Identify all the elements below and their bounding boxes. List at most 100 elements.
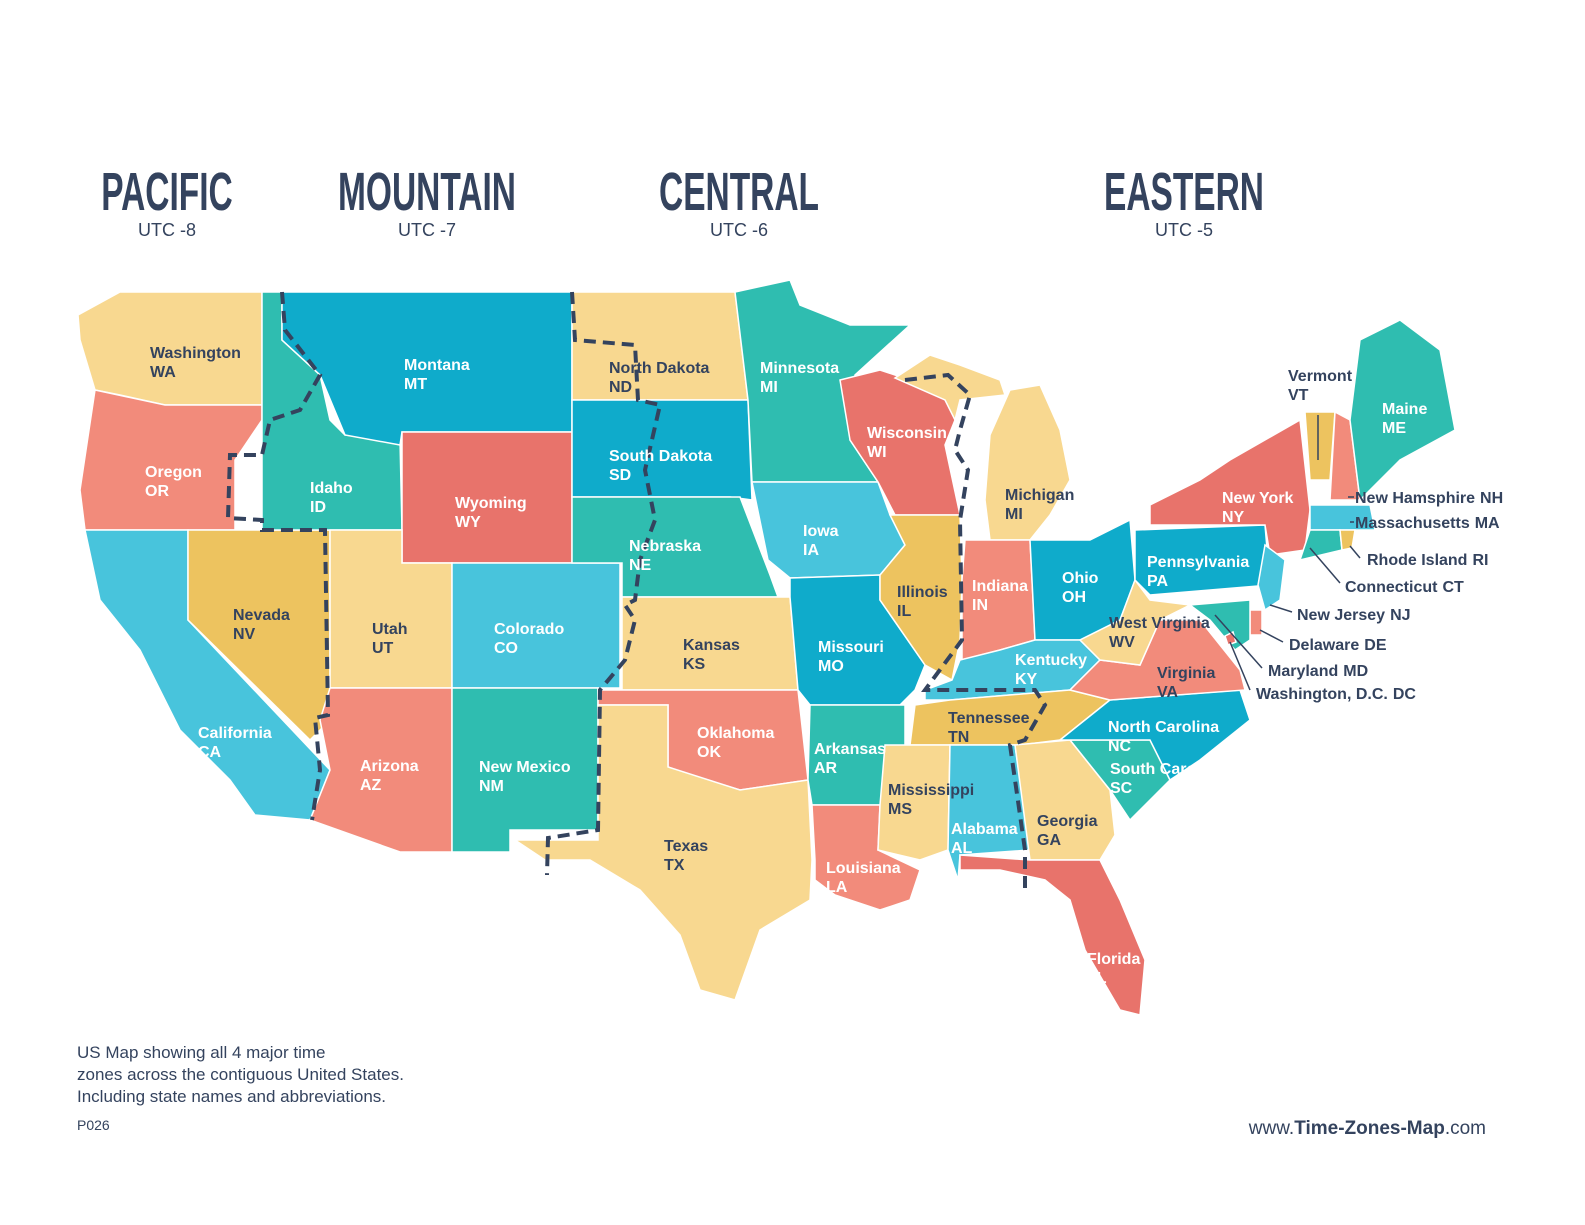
leader-line: [1349, 545, 1361, 559]
state-abbr: DE: [1364, 637, 1387, 654]
state-label: Illinois IL: [897, 584, 948, 620]
state-abbr: DC: [1393, 686, 1417, 703]
state-abbr: RI: [1472, 552, 1488, 569]
pacific-boundary: [225, 291, 331, 821]
state-label: Mississippi MS: [888, 782, 974, 818]
state-abbr: NH: [1480, 490, 1503, 507]
state-label: Florida FL: [1087, 951, 1140, 987]
state-name: Idaho: [310, 480, 353, 497]
leader-line: [1309, 547, 1341, 584]
website: www.Time-Zones-Map.com: [1248, 1118, 1486, 1139]
state-name: Nevada: [233, 607, 290, 624]
state-abbr: MD: [1343, 663, 1368, 680]
description-line: US Map showing all 4 major time: [77, 1043, 325, 1062]
state-name: Delaware: [1289, 637, 1359, 654]
state-shape: [984, 384, 1071, 541]
state-shape: [1078, 578, 1193, 666]
leader-line: [1214, 614, 1263, 669]
zone-name: EASTERN: [1104, 162, 1264, 222]
state-name: Colorado: [494, 621, 564, 638]
state-labels: Washington WA Oregon OR California CA Nevada NV…: [145, 345, 1503, 987]
state-abbr: CO: [494, 640, 518, 657]
state-label: New Mexico NM: [479, 759, 571, 795]
state-label: Connecticut CT: [1345, 579, 1464, 596]
state-abbr: CT: [1442, 579, 1464, 596]
description: US Map showing all 4 major time zones acr…: [77, 1043, 404, 1106]
state-name: Washington: [150, 345, 241, 362]
zone-utc: UTC -7: [398, 220, 456, 240]
state-shape: [1057, 689, 1251, 782]
state-shape: [571, 291, 749, 401]
state-name: Kentucky: [1015, 652, 1087, 669]
state-label: Indiana IN: [972, 578, 1028, 614]
state-label: Colorado CO: [494, 621, 564, 657]
state-shape: [1309, 504, 1376, 531]
state-abbr: NC: [1108, 738, 1132, 755]
state-label: Delaware DE: [1289, 637, 1387, 654]
zone-name: PACIFIC: [101, 162, 232, 222]
state-abbr: LA: [826, 879, 848, 896]
state-label: Georgia GA: [1037, 813, 1098, 849]
state-label: Michigan MI: [1005, 487, 1074, 523]
state-shape: [1249, 609, 1263, 636]
state-label: Missouri MO: [818, 639, 884, 675]
state-name: Pennsylvania: [1147, 554, 1249, 571]
state-name: Arkansas: [814, 741, 886, 758]
state-name: Alabama: [951, 821, 1018, 838]
state-name: Minnesota: [760, 360, 839, 377]
state-abbr: MI: [760, 379, 778, 396]
state-name: New Jersey: [1297, 607, 1385, 624]
state-abbr: NY: [1222, 509, 1245, 526]
state-name: Mississippi: [888, 782, 974, 799]
state-abbr: VT: [1288, 387, 1309, 404]
state-name: South Dakota: [609, 448, 712, 465]
website-part: www.: [1248, 1118, 1294, 1139]
central-boundary: [904, 372, 1048, 895]
state-abbr: MO: [818, 658, 844, 675]
state-label: Wyoming WY: [455, 495, 527, 531]
description-line: zones across the contiguous United State…: [77, 1065, 404, 1084]
zone-utc: UTC -6: [710, 220, 768, 240]
state-abbr: NE: [629, 557, 652, 574]
state-abbr: OK: [697, 744, 721, 761]
state-name: North Carolina: [1108, 719, 1219, 736]
state-name: South Carolina: [1110, 761, 1224, 778]
mountain-boundary: [545, 291, 663, 876]
state-label: Pennsylvania PA: [1147, 554, 1249, 590]
state-abbr: AR: [814, 760, 838, 777]
state-label: Arizona AZ: [360, 758, 419, 794]
state-name: Oklahoma: [697, 725, 774, 742]
state-abbr: CA: [198, 744, 222, 761]
state-label: Washington, D.C. DC: [1256, 686, 1416, 703]
state-abbr: OH: [1062, 589, 1086, 606]
state-name: Wyoming: [455, 495, 527, 512]
state-shape: [734, 279, 912, 483]
state-abbr: MA: [1475, 515, 1500, 532]
state-label: South Dakota SD: [609, 448, 712, 484]
state-abbr: IN: [972, 597, 988, 614]
zone-name: CENTRAL: [659, 162, 819, 222]
state-name: Florida: [1087, 951, 1140, 968]
state-label: Oregon OR: [145, 464, 202, 500]
state-label: Kansas KS: [683, 637, 740, 673]
state-label: Nebraska NE: [629, 538, 701, 574]
state-name: Wisconsin: [867, 425, 947, 442]
state-shape: [1349, 319, 1456, 502]
state-name: Ohio: [1062, 570, 1099, 587]
state-shape: [1149, 418, 1311, 556]
state-abbr: AL: [951, 840, 973, 857]
state-label: Vermont VT: [1288, 368, 1353, 404]
state-label: New Hamsphire NH: [1355, 490, 1503, 507]
state-abbr: WI: [867, 444, 887, 461]
state-name: Arizona: [360, 758, 419, 775]
state-label: West Virginia WV: [1109, 615, 1210, 651]
state-abbr: UT: [372, 640, 394, 657]
state-abbr: AZ: [360, 777, 382, 794]
state-name: Michigan: [1005, 487, 1074, 504]
state-label: Nevada NV: [233, 607, 290, 643]
state-abbr: ND: [609, 379, 632, 396]
state-shape: [879, 514, 963, 682]
zone-utc: UTC -5: [1155, 220, 1213, 240]
state-label: North Dakota ND: [609, 360, 710, 396]
state-name: Montana: [404, 357, 470, 374]
